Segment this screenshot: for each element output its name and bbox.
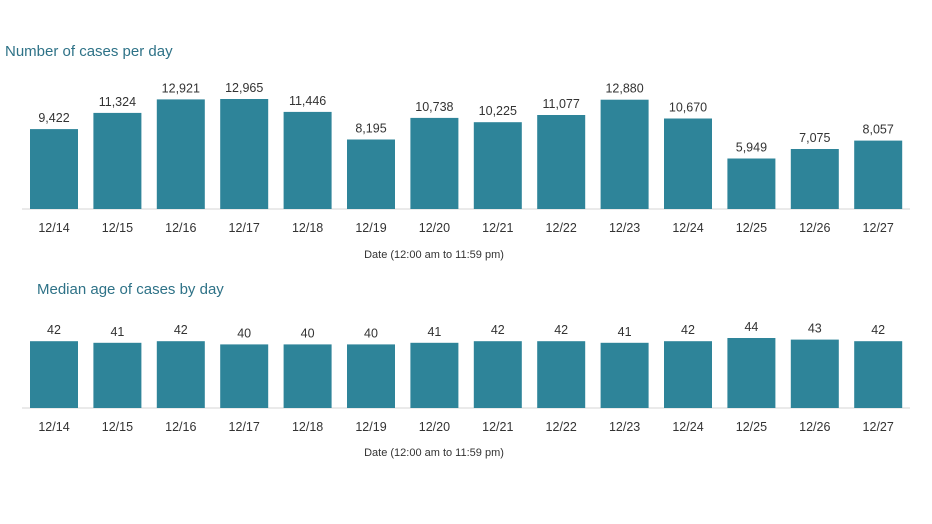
cases-bar bbox=[220, 99, 269, 209]
median-age-bar bbox=[220, 344, 269, 408]
median-age-x-tick-label: 12/19 bbox=[355, 420, 386, 434]
median-age-bar bbox=[30, 341, 78, 408]
median-age-value-label: 42 bbox=[47, 323, 61, 337]
cases-bar bbox=[283, 111, 332, 209]
median-age-value-label: 42 bbox=[174, 323, 188, 337]
cases-value-label: 12,965 bbox=[225, 81, 263, 95]
cases-x-tick-label: 12/24 bbox=[672, 221, 703, 235]
median-age-x-tick-label: 12/25 bbox=[736, 420, 767, 434]
cases-x-axis-label: Date (12:00 am to 11:59 pm) bbox=[364, 249, 504, 261]
cases-bar bbox=[854, 140, 903, 209]
median-age-x-tick-label: 12/14 bbox=[38, 420, 69, 434]
cases-value-label: 9,422 bbox=[38, 111, 69, 125]
cases-value-label: 7,075 bbox=[799, 131, 830, 145]
cases-value-label: 10,225 bbox=[479, 104, 517, 118]
cases-value-label: 12,921 bbox=[162, 81, 200, 95]
median-age-value-label: 41 bbox=[618, 325, 632, 339]
cases-x-tick-label: 12/14 bbox=[38, 221, 69, 235]
median-age-bar bbox=[156, 341, 205, 408]
cases-bar bbox=[664, 118, 712, 209]
median-age-value-label: 42 bbox=[554, 323, 568, 337]
median-age-value-label: 42 bbox=[491, 323, 505, 337]
median-age-bar bbox=[283, 344, 332, 408]
cases-bar bbox=[347, 139, 395, 209]
cases-value-labels: 9,422 11,324 12,921 12,965 11,446 8,195 10,738… bbox=[38, 81, 894, 155]
cases-value-label: 11,077 bbox=[543, 97, 580, 111]
cases-bar bbox=[537, 115, 586, 209]
median-age-x-tick-label: 12/22 bbox=[546, 420, 577, 434]
cases-bar bbox=[410, 117, 459, 209]
cases-bar bbox=[727, 158, 776, 209]
cases-value-label: 12,880 bbox=[605, 82, 643, 96]
cases-x-tick-label: 12/20 bbox=[419, 221, 450, 235]
cases-bar bbox=[93, 112, 142, 209]
cases-x-tick-label: 12/22 bbox=[546, 221, 577, 235]
cases-x-tick-label: 12/27 bbox=[863, 221, 894, 235]
median-age-value-label: 40 bbox=[301, 326, 315, 340]
cases-bar bbox=[156, 99, 205, 209]
median-age-value-label: 41 bbox=[427, 325, 441, 339]
median-age-bar bbox=[537, 341, 586, 408]
median-age-value-label: 43 bbox=[808, 322, 822, 336]
median-age-x-tick-label: 12/20 bbox=[419, 420, 450, 434]
median-age-x-axis-label: Date (12:00 am to 11:59 pm) bbox=[364, 447, 504, 459]
cases-chart-title: Number of cases per day bbox=[5, 43, 173, 60]
median-age-bar bbox=[410, 342, 459, 408]
cases-value-label: 11,324 bbox=[99, 95, 136, 109]
median-age-value-label: 42 bbox=[681, 323, 695, 337]
median-age-x-tick-label: 12/26 bbox=[799, 420, 830, 434]
median-age-chart-title: Median age of cases by day bbox=[37, 281, 224, 298]
cases-bar bbox=[600, 99, 649, 209]
cases-value-label: 11,446 bbox=[289, 94, 326, 108]
median-age-bar bbox=[727, 338, 776, 408]
median-age-value-label: 40 bbox=[364, 326, 378, 340]
cases-x-ticks: 12/14 12/15 12/16 12/17 12/18 12/19 12/20 12/21… bbox=[38, 221, 894, 235]
cases-bar bbox=[30, 129, 78, 209]
cases-per-day-chart: Number of cases per day 9,422 11,324 12,92… bbox=[5, 43, 910, 261]
cases-x-tick-label: 12/19 bbox=[355, 221, 386, 235]
median-age-bar bbox=[600, 342, 649, 408]
cases-x-tick-label: 12/23 bbox=[609, 221, 640, 235]
cases-x-tick-label: 12/16 bbox=[165, 221, 196, 235]
median-age-bar bbox=[854, 341, 903, 408]
median-age-value-labels: 42 41 42 40 40 40 41 42 42 41 42 44 43 42 bbox=[47, 320, 885, 340]
median-age-chart: Median age of cases by day 42 41 42 40 40 40 4… bbox=[22, 281, 910, 459]
cases-x-tick-label: 12/25 bbox=[736, 221, 767, 235]
median-age-bar bbox=[790, 339, 839, 408]
cases-x-tick-label: 12/18 bbox=[292, 221, 323, 235]
median-age-value-label: 40 bbox=[237, 326, 251, 340]
median-age-x-tick-label: 12/18 bbox=[292, 420, 323, 434]
median-age-x-ticks: 12/14 12/15 12/16 12/17 12/18 12/19 12/20 12/21… bbox=[38, 420, 894, 434]
median-age-bar bbox=[473, 341, 522, 408]
median-age-bars bbox=[30, 338, 903, 408]
median-age-value-label: 44 bbox=[744, 320, 758, 334]
median-age-x-tick-label: 12/23 bbox=[609, 420, 640, 434]
cases-value-label: 8,057 bbox=[863, 123, 894, 137]
median-age-bar bbox=[664, 341, 712, 408]
median-age-value-label: 41 bbox=[110, 325, 124, 339]
median-age-x-tick-label: 12/17 bbox=[229, 420, 260, 434]
cases-value-label: 5,949 bbox=[736, 141, 767, 155]
median-age-x-tick-label: 12/27 bbox=[863, 420, 894, 434]
median-age-value-label: 42 bbox=[871, 323, 885, 337]
median-age-x-tick-label: 12/15 bbox=[102, 420, 133, 434]
median-age-x-tick-label: 12/21 bbox=[482, 420, 513, 434]
median-age-x-tick-label: 12/24 bbox=[672, 420, 703, 434]
median-age-bar bbox=[347, 344, 395, 408]
cases-x-tick-label: 12/15 bbox=[102, 221, 133, 235]
cases-bar bbox=[790, 149, 839, 209]
cases-x-tick-label: 12/17 bbox=[229, 221, 260, 235]
cases-bar bbox=[473, 122, 522, 209]
cases-value-label: 10,738 bbox=[415, 100, 453, 114]
cases-value-label: 10,670 bbox=[669, 101, 707, 115]
median-age-bar bbox=[93, 342, 142, 408]
cases-bars bbox=[30, 99, 903, 209]
cases-x-tick-label: 12/21 bbox=[482, 221, 513, 235]
median-age-x-tick-label: 12/16 bbox=[165, 420, 196, 434]
cases-value-label: 8,195 bbox=[355, 122, 386, 136]
cases-x-tick-label: 12/26 bbox=[799, 221, 830, 235]
